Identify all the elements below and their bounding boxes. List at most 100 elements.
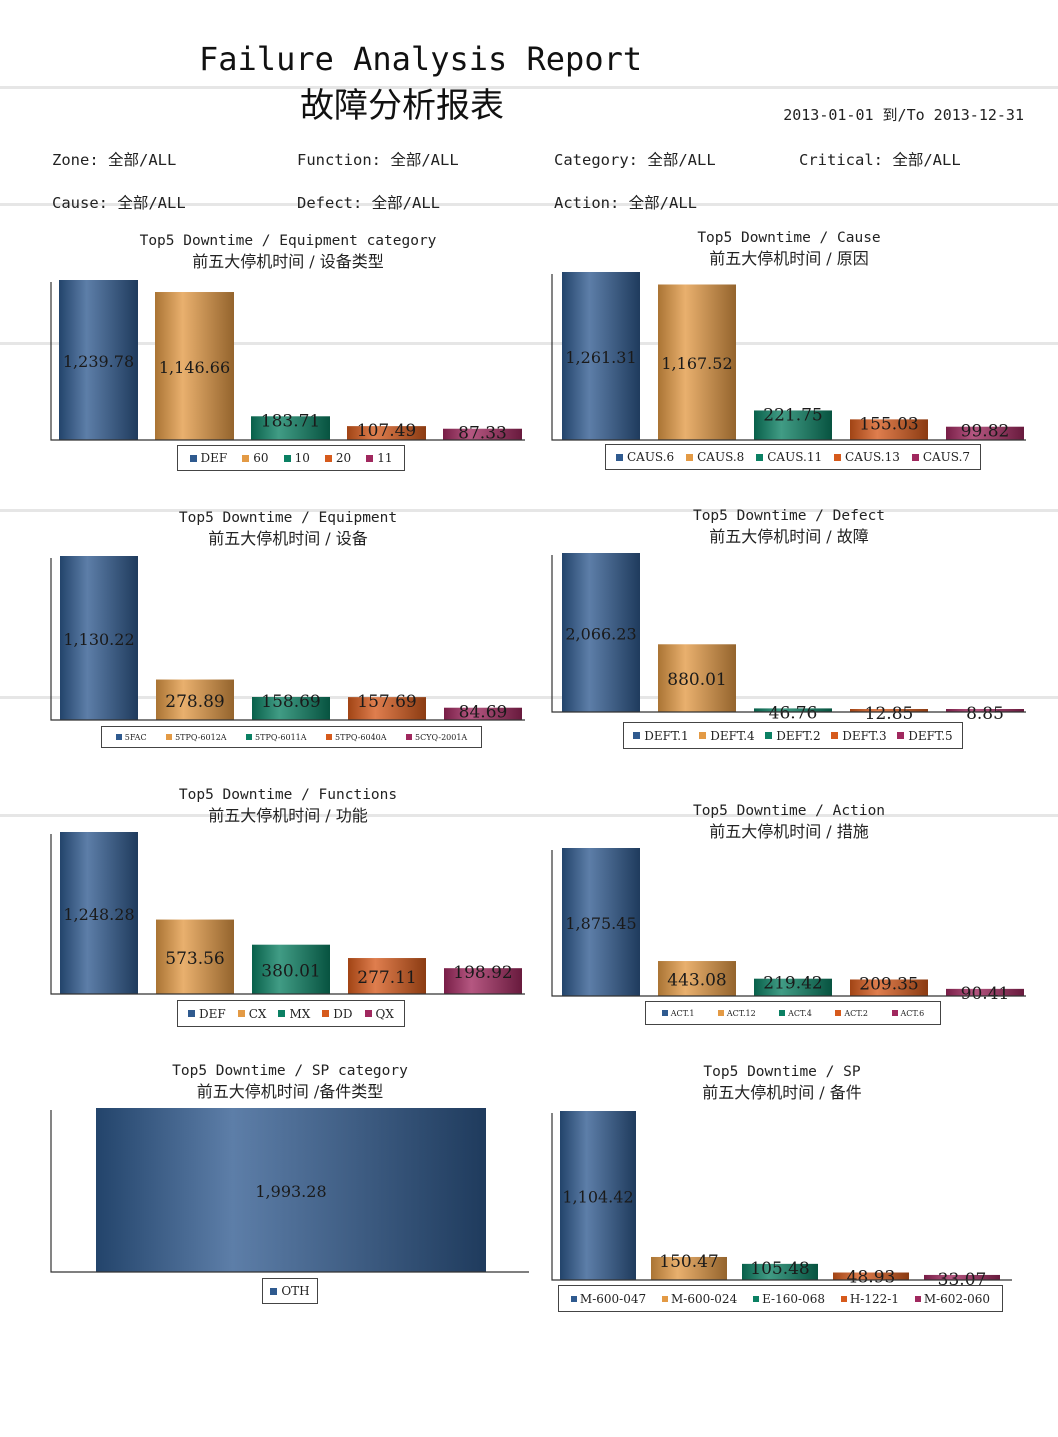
data-label: 150.47 xyxy=(659,1252,718,1272)
chart-legend: M-600-047 M-600-024 E-160-068 H-122-1 M-602-… xyxy=(558,1285,1003,1312)
chart-title-cn: 前五大停机时间 / 故障 xyxy=(709,527,869,546)
legend-item: DEFT.2 xyxy=(765,728,821,743)
filter-cause: Cause: 全部/ALL xyxy=(52,194,186,212)
legend-swatch xyxy=(406,734,413,740)
legend-item: 5FAC xyxy=(115,733,147,742)
legend-label: CAUS.11 xyxy=(767,450,823,464)
data-label: 46.76 xyxy=(769,703,818,723)
chart-title-en: Top5 Downtime / Action xyxy=(692,803,886,819)
legend-item: QX xyxy=(364,1007,394,1021)
legend-item: ACT.4 xyxy=(779,1009,812,1018)
bar-h-122-1 xyxy=(833,1272,909,1280)
data-label: 443.08 xyxy=(667,971,726,991)
legend-swatch xyxy=(686,453,694,461)
chart-legend: DEFT.1 DEFT.4 DEFT.2 DEFT.3 DEFT.5 xyxy=(623,722,963,749)
data-label: 277.11 xyxy=(357,968,416,988)
legend-item: DEF xyxy=(188,1007,226,1021)
data-label: 155.03 xyxy=(859,414,918,434)
legend-label: DEFT.1 xyxy=(644,728,689,743)
bar-60 xyxy=(155,292,234,440)
bar-def xyxy=(60,832,138,994)
bar-caus-11 xyxy=(754,410,832,440)
legend-label: M-600-047 xyxy=(579,1291,647,1306)
bar-plot: 1,130.22 278.89 158.69 157.69 84.69 xyxy=(50,556,525,723)
bar-plot: 1,248.28 573.56 380.01 277.11 198.92 xyxy=(50,832,525,995)
legend-item: 5TPQ-6040A xyxy=(326,733,387,742)
legend-item: CAUS.7 xyxy=(911,450,970,464)
bar-11 xyxy=(443,428,522,440)
bar-deft-5 xyxy=(946,709,1024,712)
legend-swatch xyxy=(283,454,291,462)
legend-label: ACT.1 xyxy=(670,1008,695,1018)
legend-item: DEFT.1 xyxy=(633,728,689,743)
legend-label: 5TPQ-6012A xyxy=(175,732,227,742)
bar-act-2 xyxy=(850,979,928,996)
legend-label: 5TPQ-6011A xyxy=(255,732,307,742)
legend-swatch xyxy=(115,734,122,740)
chart-title-en: Top5 Downtime / Cause xyxy=(697,230,881,246)
chart-axis xyxy=(50,1110,529,1273)
bar-m-600-024 xyxy=(651,1256,727,1280)
chart-legend: DEF 60 10 20 11 xyxy=(177,445,405,471)
bar-deft-1 xyxy=(562,553,640,712)
chart-axis xyxy=(551,850,1026,997)
legend-swatch xyxy=(633,732,641,739)
legend-swatch xyxy=(835,1010,842,1016)
bar-m-600-047 xyxy=(560,1111,636,1280)
legend-swatch xyxy=(661,1010,668,1016)
bar-dd xyxy=(348,958,426,994)
legend-label: DEFT.2 xyxy=(776,728,821,743)
legend-item: 60 xyxy=(242,451,269,465)
data-label: 880.01 xyxy=(667,670,726,690)
legend-label: DEF xyxy=(199,1006,226,1021)
chart-functions: Top5 Downtime / Functions 前五大停机时间 / 功能 1… xyxy=(50,787,526,1030)
filter-category: Category: 全部/ALL xyxy=(554,151,716,169)
date-range: 2013-01-01 到/To 2013-12-31 xyxy=(783,106,1024,124)
legend-swatch xyxy=(364,1010,372,1017)
bar-10 xyxy=(251,416,330,440)
data-label: 8.85 xyxy=(966,704,1004,724)
legend-label: DEF xyxy=(200,451,228,465)
legend-item: M-600-047 xyxy=(570,1291,647,1306)
chart-legend: CAUS.6 CAUS.8 CAUS.11 CAUS.13 CAUS.7 xyxy=(605,444,981,470)
legend-swatch xyxy=(322,1010,330,1017)
legend-swatch xyxy=(324,454,332,462)
bar-plot: 1,993.28 xyxy=(50,1108,529,1273)
legend-swatch xyxy=(188,1010,195,1017)
chart-legend: OTH xyxy=(262,1278,318,1304)
report-title-en: Failure Analysis Report xyxy=(199,40,643,78)
bar-plot: 1,239.78 1,146.66 183.71 107.49 87.33 xyxy=(50,280,525,444)
legend-swatch xyxy=(753,1295,760,1302)
data-label: 219.42 xyxy=(763,974,822,994)
data-label: 573.56 xyxy=(165,949,224,969)
chart-legend: 5FAC 5TPQ-6012A 5TPQ-6011A 5TPQ-6040A 5CYQ-2… xyxy=(101,726,482,748)
legend-item: ACT.12 xyxy=(717,1009,756,1018)
legend-swatch xyxy=(570,1295,577,1302)
bar-act-6 xyxy=(946,988,1024,996)
chart-axis xyxy=(551,1113,1012,1281)
data-label: 99.82 xyxy=(961,422,1010,442)
bar-5cyq-2001a xyxy=(444,707,522,720)
data-label: 1,875.45 xyxy=(565,914,636,933)
chart-axis xyxy=(50,558,525,721)
data-label: 198.92 xyxy=(453,963,512,983)
legend-swatch xyxy=(717,1010,724,1016)
chart-action: Top5 Downtime / Action 前五大停机时间 / 措施 1,87… xyxy=(551,803,1027,1028)
legend-item: OTH xyxy=(270,1284,310,1298)
legend-item: ACT.2 xyxy=(835,1009,868,1018)
data-label: 107.49 xyxy=(357,421,416,441)
chart-equipment: Top5 Downtime / Equipment 前五大停机时间 / 设备 1… xyxy=(50,510,526,752)
legend-swatch xyxy=(246,734,253,740)
data-label: 12.85 xyxy=(865,704,914,724)
legend-swatch xyxy=(779,1010,786,1016)
chart-title-en: Top5 Downtime / Equipment xyxy=(178,510,398,526)
data-label: 2,066.23 xyxy=(565,625,636,644)
chart-title-en: Top5 Downtime / SP category xyxy=(172,1063,408,1079)
legend-item: CAUS.11 xyxy=(756,450,822,464)
legend-swatch xyxy=(911,453,919,461)
legend-swatch xyxy=(326,734,333,740)
bar-act-1 xyxy=(562,848,640,996)
chart-title-en: Top5 Downtime / Functions xyxy=(178,787,398,803)
legend-item: 5TPQ-6011A xyxy=(246,733,307,742)
